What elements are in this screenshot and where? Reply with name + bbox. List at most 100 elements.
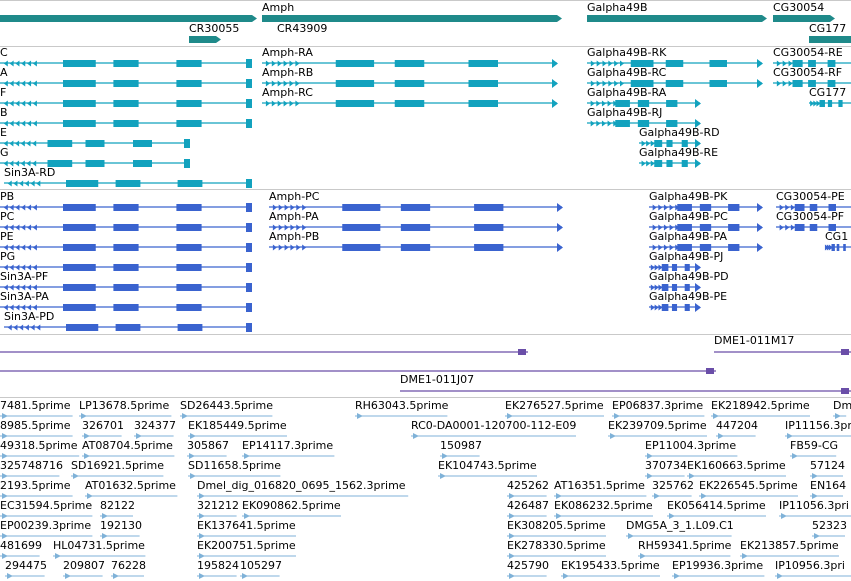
cds-label[interactable]: Sin3A-PF — [0, 270, 49, 283]
est-label[interactable]: EK218942.5prime — [711, 399, 810, 412]
transcript-label[interactable]: G — [0, 146, 9, 159]
est-label[interactable]: Dmel_dig_016820_0695_1562.3prime — [197, 479, 406, 492]
est-label[interactable]: Dm — [833, 399, 851, 412]
est-label[interactable]: EP19936.3prime — [672, 559, 764, 572]
transcript-label[interactable]: CG177 — [809, 86, 847, 99]
clone-label[interactable]: DME1-011J07 — [400, 373, 475, 386]
est-label[interactable]: 370734 — [645, 459, 687, 472]
gene-label[interactable]: Galpha49B — [587, 1, 648, 14]
gene-label[interactable]: CR30055 — [189, 22, 240, 35]
est-label[interactable]: EP14117.3prime — [242, 439, 334, 452]
cds-label[interactable]: Amph-PA — [269, 210, 319, 223]
transcript-label[interactable]: Amph-RC — [262, 86, 313, 99]
transcript-label[interactable]: CG30054-RE — [773, 46, 843, 59]
cds-label[interactable]: Sin3A-PA — [0, 290, 49, 303]
cds-label[interactable]: CG30054-PE — [776, 190, 845, 203]
cds-label[interactable]: PG — [0, 250, 16, 263]
est-label[interactable]: 425790 — [507, 559, 549, 572]
est-label[interactable]: EC31594.5prime — [0, 499, 93, 512]
est-label[interactable]: EN164 — [810, 479, 847, 492]
transcript-label[interactable]: Galpha49B-RC — [587, 66, 667, 79]
cds-label[interactable]: Galpha49B-PJ — [649, 250, 724, 263]
est-label[interactable]: EK308205.5prime — [507, 519, 606, 532]
gene-label[interactable]: CR43909 — [277, 22, 328, 35]
cds-label[interactable]: Galpha49B-PA — [649, 230, 727, 243]
est-label[interactable]: EK276527.5prime — [505, 399, 604, 412]
transcript-label[interactable]: Galpha49B-RD — [639, 126, 720, 139]
est-label[interactable]: EK200751.5prime — [197, 539, 296, 552]
est-label[interactable]: EK226545.5prime — [699, 479, 798, 492]
cds-label[interactable]: Sin3A-PD — [4, 310, 55, 323]
est-label[interactable]: EK160663.5prime — [687, 459, 786, 472]
est-label[interactable]: AT08704.5prime — [82, 439, 173, 452]
est-label[interactable]: 195824 — [197, 559, 239, 572]
gene-label[interactable]: CG30054 — [773, 1, 825, 14]
transcript-label[interactable]: Galpha49B-RA — [587, 86, 667, 99]
est-label[interactable]: 425262 — [507, 479, 549, 492]
est-label[interactable]: 321212 — [197, 499, 239, 512]
cds-label[interactable]: Amph-PC — [269, 190, 320, 203]
cds-label[interactable]: PE — [0, 230, 14, 243]
est-label[interactable]: EK185449.5prime — [188, 419, 287, 432]
est-label[interactable]: EK213857.5prime — [740, 539, 839, 552]
est-label[interactable]: EK195433.5prime — [561, 559, 660, 572]
est-label[interactable]: LP13678.5prime — [79, 399, 170, 412]
est-label[interactable]: RC0-DA0001-120700-112-E09 — [411, 419, 577, 432]
est-label[interactable]: FB59-CG — [790, 439, 839, 452]
est-label[interactable]: RH59341.5prime — [638, 539, 732, 552]
est-label[interactable]: 49318.5prime — [0, 439, 78, 452]
transcript-label[interactable]: B — [0, 106, 8, 119]
est-label[interactable]: SD11658.5prime — [188, 459, 281, 472]
cds-label[interactable]: Galpha49B-PD — [649, 270, 729, 283]
cds-label[interactable]: PC — [0, 210, 15, 223]
est-label[interactable]: RH63043.5prime — [355, 399, 449, 412]
transcript-label[interactable]: Amph-RB — [262, 66, 314, 79]
transcript-label[interactable]: CG30054-RF — [773, 66, 843, 79]
est-label[interactable]: 82122 — [100, 499, 135, 512]
est-label[interactable]: 426487 — [507, 499, 549, 512]
est-label[interactable]: EP06837.3prime — [612, 399, 704, 412]
est-label[interactable]: 447204 — [716, 419, 758, 432]
est-label[interactable]: 326701 — [82, 419, 124, 432]
est-label[interactable]: 105297 — [240, 559, 282, 572]
est-label[interactable]: 325748716 — [0, 459, 63, 472]
est-label[interactable]: 294475 — [5, 559, 47, 572]
est-label[interactable]: AT16351.5prime — [554, 479, 645, 492]
est-label[interactable]: 76228 — [111, 559, 146, 572]
est-label[interactable]: 192130 — [100, 519, 142, 532]
est-label[interactable]: 209807 — [63, 559, 105, 572]
est-label[interactable]: 57124 — [810, 459, 845, 472]
est-label[interactable]: 305867 — [187, 439, 229, 452]
est-label[interactable]: 325762 — [652, 479, 694, 492]
est-label[interactable]: AT01632.5prime — [85, 479, 176, 492]
est-label[interactable]: EK086232.5prime — [554, 499, 653, 512]
transcript-label[interactable]: F — [0, 86, 7, 99]
est-label[interactable]: 8985.5prime — [0, 419, 71, 432]
est-label[interactable]: DMG5A_3_1.L09.C1 — [626, 519, 734, 532]
transcript-label[interactable]: E — [0, 126, 7, 139]
est-label[interactable]: 481699 — [0, 539, 42, 552]
transcript-label[interactable]: C — [0, 46, 8, 59]
est-label[interactable]: EP00239.3prime — [0, 519, 92, 532]
cds-label[interactable]: Galpha49B-PK — [649, 190, 728, 203]
cds-label[interactable]: PB — [0, 190, 15, 203]
est-label[interactable]: 2193.5prime — [0, 479, 71, 492]
est-label[interactable]: EK104743.5prime — [438, 459, 537, 472]
gene-label[interactable]: Amph — [262, 1, 295, 14]
est-label[interactable]: EK056414.5prime — [667, 499, 766, 512]
est-label[interactable]: IP11156.3prim — [785, 419, 851, 432]
transcript-label[interactable]: Galpha49B-RE — [639, 146, 719, 159]
cds-label[interactable]: CG1 — [825, 230, 849, 243]
est-label[interactable]: 150987 — [440, 439, 482, 452]
clone-label[interactable]: DME1-011M17 — [714, 334, 795, 347]
gene-label[interactable]: CG177 — [809, 22, 847, 35]
est-label[interactable]: SD16921.5prime — [71, 459, 164, 472]
est-label[interactable]: IP11056.3pri — [779, 499, 849, 512]
transcript-label[interactable]: A — [0, 66, 8, 79]
cds-label[interactable]: CG30054-PF — [776, 210, 845, 223]
est-label[interactable]: EK090862.5prime — [242, 499, 341, 512]
transcript-label[interactable]: Galpha49B-RJ — [587, 106, 663, 119]
transcript-label[interactable]: Amph-RA — [262, 46, 313, 59]
cds-label[interactable]: Galpha49B-PE — [649, 290, 728, 303]
